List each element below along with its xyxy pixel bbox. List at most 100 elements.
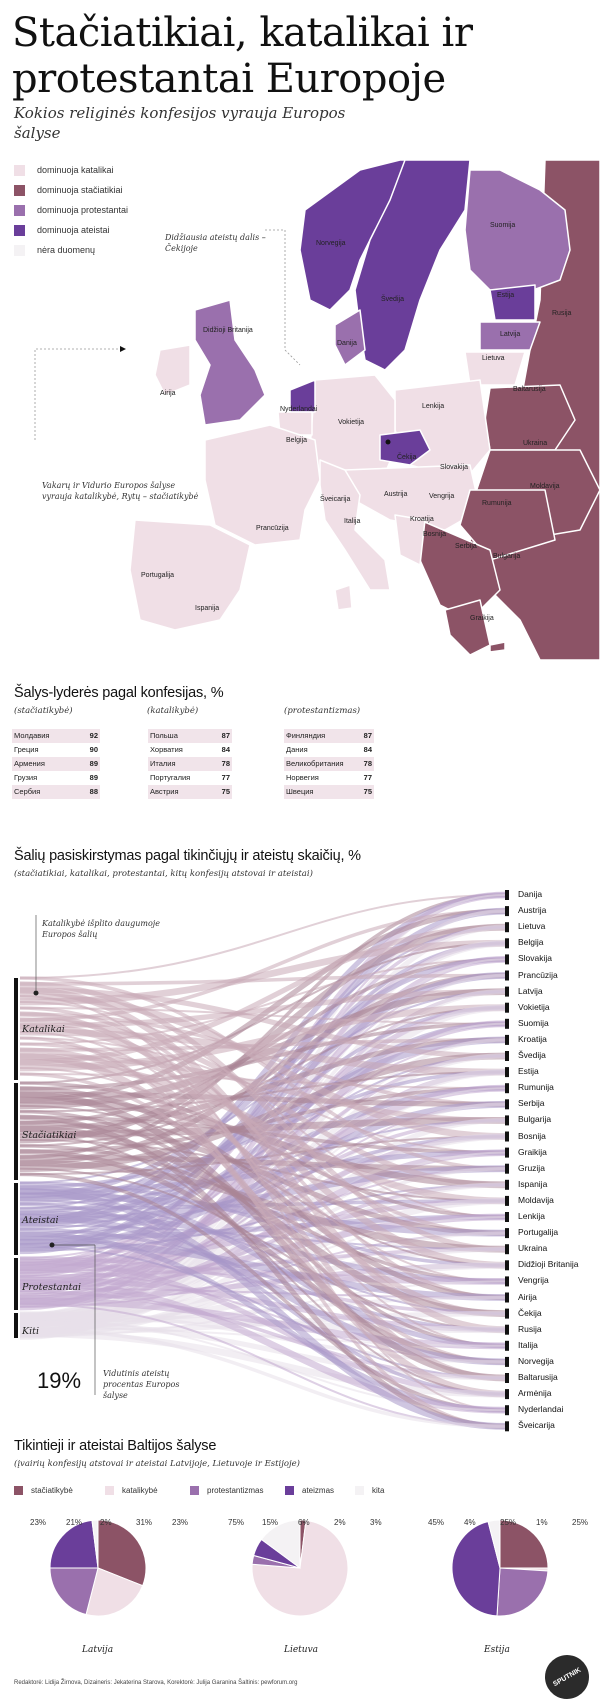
- country-label: Baltarusija: [518, 1372, 558, 1382]
- alluvial-title: Šalių pasiskirstymas pagal tikinčiųjų ir…: [14, 848, 361, 864]
- flow-path: [19, 1167, 506, 1331]
- country-label: Moldavija: [518, 1194, 554, 1205]
- country-bar: [505, 906, 509, 917]
- table-row: Норвегия 77: [286, 773, 372, 782]
- label-latvia: Latvija: [500, 331, 521, 338]
- country-bar: [505, 970, 509, 981]
- country-label: Didžioji Britanija: [518, 1259, 579, 1270]
- map-legend: dominuoja katalikai dominuoja stačiatiki…: [14, 160, 128, 260]
- label-britain: Didžioji Britanija: [203, 327, 253, 334]
- flow-path: [19, 1022, 506, 1269]
- country-label: Lenkija: [518, 1211, 545, 1221]
- category-bar: [14, 1183, 18, 1255]
- country-label: Švedija: [518, 1050, 546, 1060]
- flow-path: [19, 1104, 506, 1267]
- pie-value-label: 45%: [428, 1518, 445, 1527]
- category-bar: [14, 1083, 18, 1180]
- table-row: Грузия 89: [14, 773, 98, 782]
- country-bar: [505, 922, 509, 933]
- label-netherlands: Nyderlandai: [280, 406, 318, 413]
- label-spain: Ispanija: [195, 605, 220, 612]
- pie-value-label: 25%: [500, 1518, 517, 1527]
- country-bar: [505, 1276, 509, 1287]
- country-label: Rumunija: [518, 1082, 554, 1093]
- legend-item: dominuoja stačiatikiai: [14, 180, 128, 200]
- leaders-column-catholic: Польша 87 Хорватия 84 Италия 78 Португалия 7…: [148, 729, 232, 799]
- flow-path: [19, 1143, 506, 1284]
- leaders-column-orthodox: Молдавия 92 Греция 90 Армения 89 Грузия 89 С…: [12, 729, 100, 799]
- label-greece: Graikija: [470, 615, 494, 622]
- label-norway: Norvegija: [316, 240, 346, 247]
- baltic-title: Tikintieji ir ateistai Baltijos šalyse: [14, 1438, 217, 1454]
- map-sweden: [354, 159, 471, 371]
- table-row: Великобритания 78: [284, 757, 374, 771]
- annotation-dot: [33, 990, 39, 996]
- country-label: Bosnija: [518, 1130, 546, 1141]
- flow-path: [19, 986, 506, 1334]
- flow-path: [19, 1091, 506, 1382]
- pie-slice: [49, 1519, 99, 1569]
- flow-path: [19, 1148, 506, 1365]
- baltic-pies: [49, 1519, 549, 1617]
- leaders-header-orthodox: (stačiatikybė): [14, 706, 73, 716]
- label-hungary: Vengrija: [429, 493, 455, 500]
- country-label: Gruzija: [518, 1162, 545, 1173]
- country-bar: [505, 1131, 509, 1142]
- flow-path: [19, 1139, 506, 1202]
- flow-path: [19, 1058, 506, 1205]
- label-bosnia: Bosnija: [423, 531, 446, 538]
- flow-path: [19, 1150, 506, 1195]
- pie-value-label: 31%: [136, 1518, 153, 1527]
- country-bar: [505, 1389, 509, 1400]
- average-atheist-label: Vidutinis ateistų procentas Europos šaly…: [103, 1369, 180, 1400]
- country-label: Ispanija: [518, 1178, 548, 1189]
- legend-swatch: [14, 184, 25, 196]
- country-label: Armėnija: [518, 1388, 552, 1399]
- map-netherlands: [289, 379, 316, 413]
- map-romania: [459, 489, 556, 561]
- country-bar: [505, 1195, 509, 1206]
- flow-path: [19, 995, 506, 1412]
- label-estonia: Estija: [497, 292, 515, 299]
- page-title: Stačiatikiai, katalikai ir protestantai …: [12, 10, 473, 102]
- country-label: Ukraina: [518, 1243, 548, 1254]
- annotation-catholic: Katalikybė išplito daugumoje Europos šal…: [42, 919, 161, 939]
- label-serbia: Serbija: [455, 543, 477, 550]
- country-label: Bulgarija: [518, 1114, 552, 1125]
- flow-path: [19, 1184, 506, 1349]
- label-austria: Austrija: [384, 491, 408, 498]
- country-label: Vokietija: [518, 1001, 550, 1012]
- pie-value-label: 2%: [334, 1518, 346, 1527]
- flow-path: [19, 976, 506, 1171]
- country-label: Serbija: [518, 1098, 545, 1109]
- country-bar: [505, 1002, 509, 1013]
- legend-label: dominuoja ateistai: [37, 225, 110, 235]
- pie-slice: [91, 1519, 99, 1569]
- country-label: Danija: [518, 889, 543, 899]
- label-romania: Rumunija: [482, 500, 512, 507]
- map-czechia: [379, 429, 431, 466]
- table-row: Греция 90: [14, 745, 98, 754]
- country-bar: [505, 1034, 509, 1045]
- legend-label: dominuoja protestantai: [37, 205, 129, 215]
- flow-path: [19, 1258, 506, 1397]
- flow-path: [19, 1188, 506, 1430]
- map-croatia: [394, 514, 426, 566]
- country-bar: [505, 1228, 509, 1239]
- map-ireland: [154, 344, 191, 396]
- flow-path: [19, 1120, 506, 1236]
- map-britain: [194, 299, 266, 426]
- credits: Redaktorė: Lidija Žirnova, Dizaineris: J…: [14, 1680, 298, 1686]
- country-label: Norvegija: [518, 1355, 554, 1366]
- pie-value-label: 1%: [536, 1518, 548, 1527]
- country-label: Estija: [518, 1066, 539, 1077]
- pie-value-label: 3%: [370, 1518, 382, 1527]
- table-row: Австрия 75: [148, 785, 232, 799]
- label-bulgaria: Bulgarija: [493, 553, 521, 560]
- label-germany: Vokietija: [338, 419, 365, 426]
- label-portugal: Portugalija: [141, 572, 175, 579]
- country-label: Suomija: [518, 1017, 549, 1028]
- map-france: [204, 424, 321, 546]
- pie-value-label: 6%: [298, 1518, 310, 1527]
- flow-path: [19, 1213, 506, 1366]
